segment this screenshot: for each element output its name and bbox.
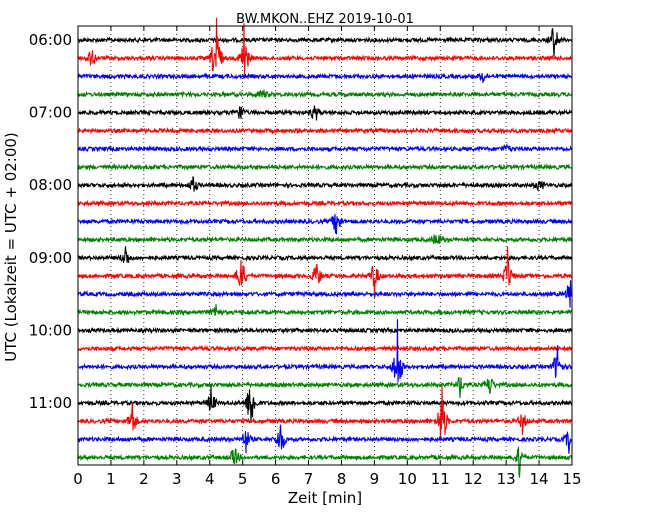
x-tick-label: 5 (238, 470, 248, 488)
y-tick-label: 11:00 (29, 394, 72, 412)
seismic-trace (77, 280, 573, 308)
seismic-trace (77, 326, 573, 335)
x-axis-label: Zeit [min] (288, 489, 362, 507)
x-tick-label: 10 (398, 470, 417, 488)
seismic-trace (77, 199, 573, 208)
seismic-trace (77, 377, 573, 399)
x-tick-label: 11 (431, 470, 450, 488)
y-tick-label: 07:00 (29, 104, 72, 122)
seismic-trace (77, 28, 573, 57)
seismic-trace (77, 89, 573, 99)
y-tick-label: 09:00 (29, 249, 72, 267)
seismic-trace (77, 175, 573, 193)
x-tick-label: 15 (562, 470, 581, 488)
seismic-trace (77, 424, 573, 454)
seismic-trace (77, 72, 573, 84)
seismic-trace (77, 386, 573, 441)
x-tick-label: 4 (205, 470, 215, 488)
axis-ticks: 0 1 2 3 4 5 6 7 8 9 10 11 12 13 14 1506:0007:0008:0009:… (29, 26, 582, 488)
x-tick-label: 0 (73, 470, 83, 488)
x-tick-label: 1 (106, 470, 116, 488)
x-tick-label: 12 (464, 470, 483, 488)
seismic-trace (77, 126, 573, 135)
y-axis-label: UTC (Lokalzeit = UTC + 02:00) (2, 132, 20, 362)
x-tick-label: 13 (497, 470, 516, 488)
seismic-trace (77, 142, 573, 153)
seismic-traces (77, 17, 573, 478)
seismic-trace (77, 319, 573, 383)
seismic-trace (77, 344, 573, 353)
x-tick-label: 6 (271, 470, 281, 488)
seismic-trace (77, 17, 573, 76)
seismic-trace (77, 386, 573, 424)
y-tick-label: 06:00 (29, 31, 72, 49)
seismic-trace (77, 214, 573, 235)
x-tick-label: 9 (370, 470, 380, 488)
seismic-trace (77, 304, 573, 317)
seismic-trace (77, 246, 573, 299)
seismic-trace (77, 246, 573, 263)
x-tick-label: 14 (530, 470, 549, 488)
chart-title: BW.MKON..EHZ 2019-10-01 (236, 12, 414, 27)
seismic-trace (77, 446, 573, 478)
x-tick-label: 7 (304, 470, 314, 488)
seismic-trace (77, 105, 573, 121)
x-tick-label: 3 (172, 470, 182, 488)
seismic-trace (77, 162, 573, 172)
x-tick-label: 8 (337, 470, 347, 488)
y-tick-label: 08:00 (29, 176, 72, 194)
plot-frame (77, 25, 573, 466)
seismic-trace (77, 234, 573, 245)
y-tick-label: 10:00 (29, 321, 72, 339)
x-tick-label: 2 (139, 470, 149, 488)
